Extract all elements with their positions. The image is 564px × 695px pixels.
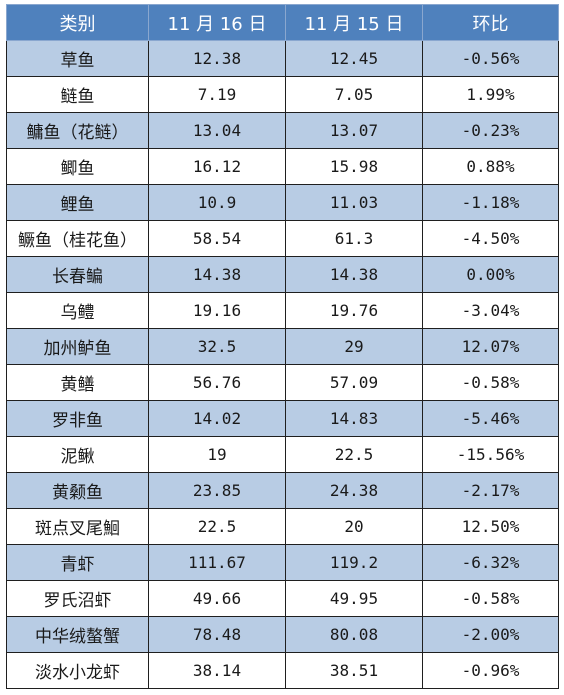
category-cell: 中华绒螯蟹 [6, 616, 149, 653]
price-nov-15-cell: 80.08 [285, 616, 423, 653]
table-row: 黄颡鱼 23.85 24.38 -2.17% [6, 472, 559, 509]
price-nov-16-cell: 16.12 [148, 148, 286, 185]
change-cell: -5.46% [422, 400, 559, 437]
price-nov-16-cell: 23.85 [148, 472, 286, 509]
price-nov-16-cell: 14.38 [148, 256, 286, 293]
change-cell: 12.07% [422, 328, 559, 365]
table-row: 鳜鱼（桂花鱼） 58.54 61.3 -4.50% [6, 220, 559, 257]
price-nov-15-cell: 11.03 [285, 184, 423, 221]
category-cell: 黄鳝 [6, 364, 149, 401]
price-nov-16-cell: 78.48 [148, 616, 286, 653]
price-nov-16-cell: 7.19 [148, 76, 286, 113]
category-cell: 黄颡鱼 [6, 472, 149, 509]
table-row: 黄鳝 56.76 57.09 -0.58% [6, 364, 559, 401]
change-cell: -6.32% [422, 544, 559, 581]
price-nov-16-cell: 38.14 [148, 652, 286, 689]
change-cell: -2.17% [422, 472, 559, 509]
price-table: 类别 11 月 16 日 11 月 15 日 环比 草鱼 12.38 12.45… [6, 4, 559, 689]
header-nov-16: 11 月 16 日 [148, 4, 286, 41]
price-nov-16-cell: 58.54 [148, 220, 286, 257]
change-cell: 1.99% [422, 76, 559, 113]
price-nov-16-cell: 10.9 [148, 184, 286, 221]
change-cell: -0.58% [422, 580, 559, 617]
price-nov-15-cell: 38.51 [285, 652, 423, 689]
category-cell: 鳜鱼（桂花鱼） [6, 220, 149, 257]
table-row: 淡水小龙虾 38.14 38.51 -0.96% [6, 652, 559, 689]
header-nov-15: 11 月 15 日 [285, 4, 423, 41]
price-nov-15-cell: 119.2 [285, 544, 423, 581]
category-cell: 青虾 [6, 544, 149, 581]
price-nov-15-cell: 14.83 [285, 400, 423, 437]
price-nov-15-cell: 14.38 [285, 256, 423, 293]
price-nov-16-cell: 49.66 [148, 580, 286, 617]
table-row: 草鱼 12.38 12.45 -0.56% [6, 40, 559, 77]
change-cell: -1.18% [422, 184, 559, 221]
table-row: 鲫鱼 16.12 15.98 0.88% [6, 148, 559, 185]
table-row: 斑点叉尾鮰 22.5 20 12.50% [6, 508, 559, 545]
category-cell: 加州鲈鱼 [6, 328, 149, 365]
change-cell: -0.56% [422, 40, 559, 77]
category-cell: 鳙鱼（花鲢） [6, 112, 149, 149]
change-cell: 12.50% [422, 508, 559, 545]
change-cell: -0.58% [422, 364, 559, 401]
price-nov-16-cell: 12.38 [148, 40, 286, 77]
table-row: 罗氏沼虾 49.66 49.95 -0.58% [6, 580, 559, 617]
change-cell: -4.50% [422, 220, 559, 257]
price-nov-16-cell: 19 [148, 436, 286, 473]
change-cell: -3.04% [422, 292, 559, 329]
price-nov-16-cell: 32.5 [148, 328, 286, 365]
price-nov-16-cell: 14.02 [148, 400, 286, 437]
change-cell: 0.00% [422, 256, 559, 293]
change-cell: -15.56% [422, 436, 559, 473]
table-row: 鲤鱼 10.9 11.03 -1.18% [6, 184, 559, 221]
category-cell: 乌鳢 [6, 292, 149, 329]
category-cell: 淡水小龙虾 [6, 652, 149, 689]
table-row: 鲢鱼 7.19 7.05 1.99% [6, 76, 559, 113]
price-nov-16-cell: 56.76 [148, 364, 286, 401]
table-row: 罗非鱼 14.02 14.83 -5.46% [6, 400, 559, 437]
price-nov-15-cell: 22.5 [285, 436, 423, 473]
category-cell: 罗非鱼 [6, 400, 149, 437]
table-row: 长春鳊 14.38 14.38 0.00% [6, 256, 559, 293]
price-nov-15-cell: 61.3 [285, 220, 423, 257]
price-nov-15-cell: 19.76 [285, 292, 423, 329]
category-cell: 草鱼 [6, 40, 149, 77]
category-cell: 长春鳊 [6, 256, 149, 293]
price-nov-16-cell: 22.5 [148, 508, 286, 545]
table-row: 乌鳢 19.16 19.76 -3.04% [6, 292, 559, 329]
category-cell: 鲫鱼 [6, 148, 149, 185]
header-change: 环比 [422, 4, 559, 41]
category-cell: 泥鳅 [6, 436, 149, 473]
price-nov-16-cell: 19.16 [148, 292, 286, 329]
category-cell: 鲢鱼 [6, 76, 149, 113]
table-row: 鳙鱼（花鲢） 13.04 13.07 -0.23% [6, 112, 559, 149]
table-row: 青虾 111.67 119.2 -6.32% [6, 544, 559, 581]
table-header-row: 类别 11 月 16 日 11 月 15 日 环比 [6, 4, 559, 41]
price-nov-16-cell: 13.04 [148, 112, 286, 149]
price-nov-15-cell: 29 [285, 328, 423, 365]
table-row: 加州鲈鱼 32.5 29 12.07% [6, 328, 559, 365]
table-row: 泥鳅 19 22.5 -15.56% [6, 436, 559, 473]
category-cell: 鲤鱼 [6, 184, 149, 221]
change-cell: 0.88% [422, 148, 559, 185]
price-nov-16-cell: 111.67 [148, 544, 286, 581]
price-nov-15-cell: 13.07 [285, 112, 423, 149]
price-nov-15-cell: 49.95 [285, 580, 423, 617]
price-nov-15-cell: 15.98 [285, 148, 423, 185]
header-category: 类别 [6, 4, 149, 41]
change-cell: -2.00% [422, 616, 559, 653]
category-cell: 罗氏沼虾 [6, 580, 149, 617]
price-nov-15-cell: 57.09 [285, 364, 423, 401]
price-nov-15-cell: 12.45 [285, 40, 423, 77]
category-cell: 斑点叉尾鮰 [6, 508, 149, 545]
price-nov-15-cell: 20 [285, 508, 423, 545]
price-nov-15-cell: 24.38 [285, 472, 423, 509]
price-nov-15-cell: 7.05 [285, 76, 423, 113]
table-row: 中华绒螯蟹 78.48 80.08 -2.00% [6, 616, 559, 653]
change-cell: -0.23% [422, 112, 559, 149]
price-table-container: 类别 11 月 16 日 11 月 15 日 环比 草鱼 12.38 12.45… [6, 4, 559, 689]
change-cell: -0.96% [422, 652, 559, 689]
